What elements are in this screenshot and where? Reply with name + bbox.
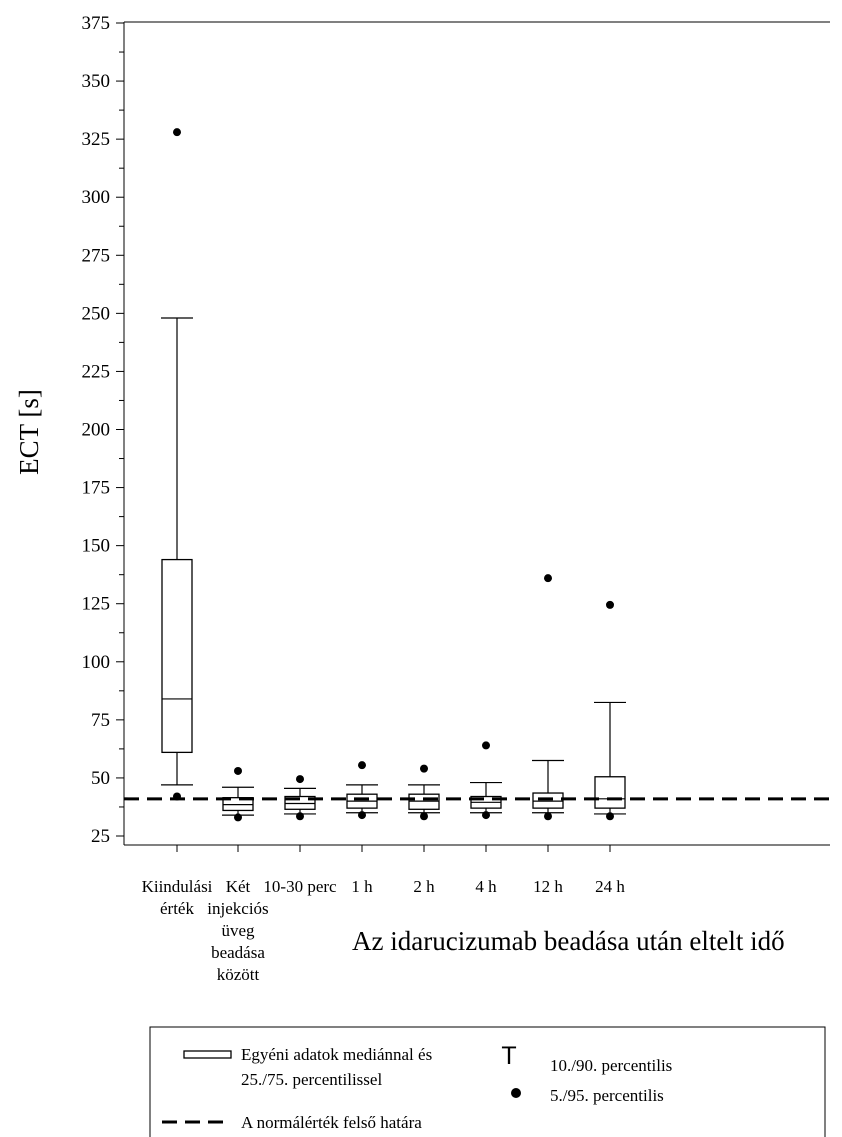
y-tick-label: 300 <box>82 187 111 208</box>
p5-dot <box>296 812 304 821</box>
p95-dot <box>358 761 366 770</box>
legend-dot-swatch <box>511 1088 521 1098</box>
box-item <box>408 764 440 821</box>
box-series <box>161 128 626 822</box>
y-tick-label: 125 <box>82 594 111 615</box>
p5-dot <box>358 811 366 820</box>
p95-dot <box>482 741 490 750</box>
legend-box-label-line1: Egyéni adatok mediánnal és <box>241 1045 432 1064</box>
legend: Egyéni adatok mediánnal és 25./75. perce… <box>149 1026 826 1137</box>
p95-dot <box>296 775 304 784</box>
box-item <box>594 600 626 821</box>
p5-dot <box>420 812 428 821</box>
box-item <box>470 741 502 820</box>
legend-box-swatch <box>183 1050 232 1059</box>
box-item <box>346 761 378 820</box>
legend-whisker-label: 10./90. percentilis <box>550 1056 672 1075</box>
legend-box-label-line2: 25./75. percentilissel <box>241 1070 382 1089</box>
iqr-box <box>161 558 193 754</box>
p5-dot <box>482 811 490 820</box>
y-tick-label: 175 <box>82 478 111 499</box>
legend-whisker-glyph: T <box>501 1042 516 1070</box>
legend-dot-label: 5./95. percentilis <box>550 1086 664 1105</box>
x-tick-label: 10-30 perc <box>263 877 337 896</box>
box-item <box>161 128 193 801</box>
y-tick-label: 325 <box>82 129 111 150</box>
y-axis: 25 50 75 100 125 150 175 200 225 250 275 300 325 350 3… <box>82 13 125 847</box>
y-tick-label: 375 <box>82 13 111 34</box>
x-axis-title: Az idarucizumab beadása után eltelt idő <box>352 926 785 956</box>
y-tick-label: 350 <box>82 71 111 92</box>
x-tick-label: 12 h <box>533 877 563 896</box>
legend-frame <box>149 1026 826 1137</box>
x-tick-label: 2 h <box>413 877 435 896</box>
p5-dot <box>234 813 242 822</box>
y-tick-label: 250 <box>82 303 111 324</box>
y-tick-label: 275 <box>82 245 111 266</box>
y-tick-label: 100 <box>82 652 111 673</box>
p5-dot <box>606 812 614 821</box>
y-axis-title: ECT [s] <box>14 389 44 475</box>
p95-dot <box>544 574 552 583</box>
y-tick-label: 25 <box>91 826 110 847</box>
y-tick-label: 225 <box>82 361 111 382</box>
p5-dot <box>544 812 552 821</box>
y-tick-label: 75 <box>91 710 110 731</box>
y-tick-label: 150 <box>82 536 111 557</box>
box-item <box>532 574 564 821</box>
x-tick-label: 24 h <box>595 877 625 896</box>
box-item <box>222 766 254 822</box>
p95-dot <box>420 764 428 773</box>
x-tick-label: 4 h <box>475 877 497 896</box>
p95-dot <box>606 600 614 609</box>
x-tick-label: Két injekciós üveg beadása között <box>207 877 268 984</box>
x-tick-label: 1 h <box>351 877 373 896</box>
iqr-box <box>594 776 626 809</box>
p95-dot <box>234 766 242 775</box>
y-tick-label: 200 <box>82 420 111 441</box>
legend-line-label: A normálérték felső határa <box>241 1113 422 1132</box>
p95-dot <box>173 128 181 137</box>
x-tick-label: Kiindulási érték <box>142 877 213 918</box>
y-tick-label: 50 <box>91 768 110 789</box>
